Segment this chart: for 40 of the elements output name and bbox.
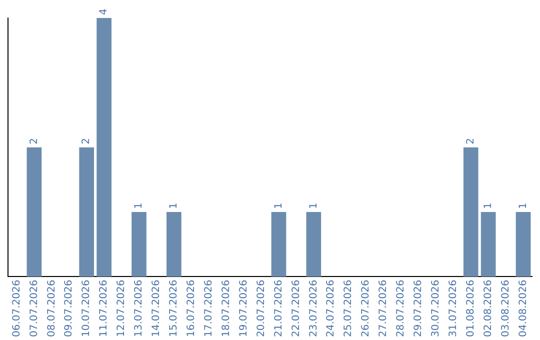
data-label: 4: [98, 8, 110, 15]
x-tick-label: 20.07.2026: [256, 280, 267, 338]
x-tick-label: 12.07.2026: [116, 280, 128, 338]
data-label: 1: [168, 202, 180, 210]
x-tick-label: 22.07.2026: [290, 280, 302, 338]
x-tick-label: 11.07.2026: [98, 280, 110, 338]
x-tick-label: 26.07.2026: [360, 280, 372, 338]
data-label: 2: [28, 138, 40, 144]
x-tick-label: 08.07.2026: [46, 280, 58, 338]
x-tick-label: 31.07.2026: [448, 280, 459, 338]
x-tick-label: 29.07.2026: [413, 280, 424, 338]
x-tick-label: 10.07.2026: [81, 280, 92, 338]
x-tick-label: 21.07.2026: [273, 280, 284, 338]
x-tick-label: 24.07.2026: [326, 280, 337, 338]
data-label: 1: [308, 202, 320, 210]
x-tick-label: 04.08.2026: [518, 280, 529, 338]
x-tick-label: 06.07.2026: [11, 280, 22, 338]
x-tick-label: 23.07.2026: [308, 280, 320, 338]
x-tick-label: 03.08.2026: [500, 280, 512, 338]
x-tick-label: 25.07.2026: [343, 280, 354, 338]
x-tick-label: 27.07.2026: [378, 280, 390, 338]
data-label: 1: [518, 202, 529, 210]
data-label: 1: [482, 202, 494, 210]
x-tick-label: 07.07.2026: [28, 280, 40, 338]
x-tick-label: 28.07.2026: [396, 280, 407, 338]
x-tick-label: 16.07.2026: [186, 280, 197, 338]
data-label: 2: [81, 138, 92, 144]
x-tick-label: 14.07.2026: [151, 280, 162, 338]
x-tick-label: 09.07.2026: [64, 280, 75, 338]
x-tick-label: 02.08.2026: [482, 280, 494, 338]
x-tick-label: 13.07.2026: [134, 280, 145, 338]
x-tick-label: 30.07.2026: [430, 280, 442, 338]
x-tick-label: 01.08.2026: [465, 280, 476, 338]
x-tick-label: 15.07.2026: [168, 280, 180, 338]
data-label: 1: [273, 202, 284, 210]
x-tick-label: 17.07.2026: [203, 280, 214, 338]
x-tick-label: 19.07.2026: [238, 280, 250, 338]
data-label: 2: [465, 138, 476, 144]
x-tick-label: 18.07.2026: [220, 280, 232, 338]
data-label: 1: [134, 202, 145, 210]
